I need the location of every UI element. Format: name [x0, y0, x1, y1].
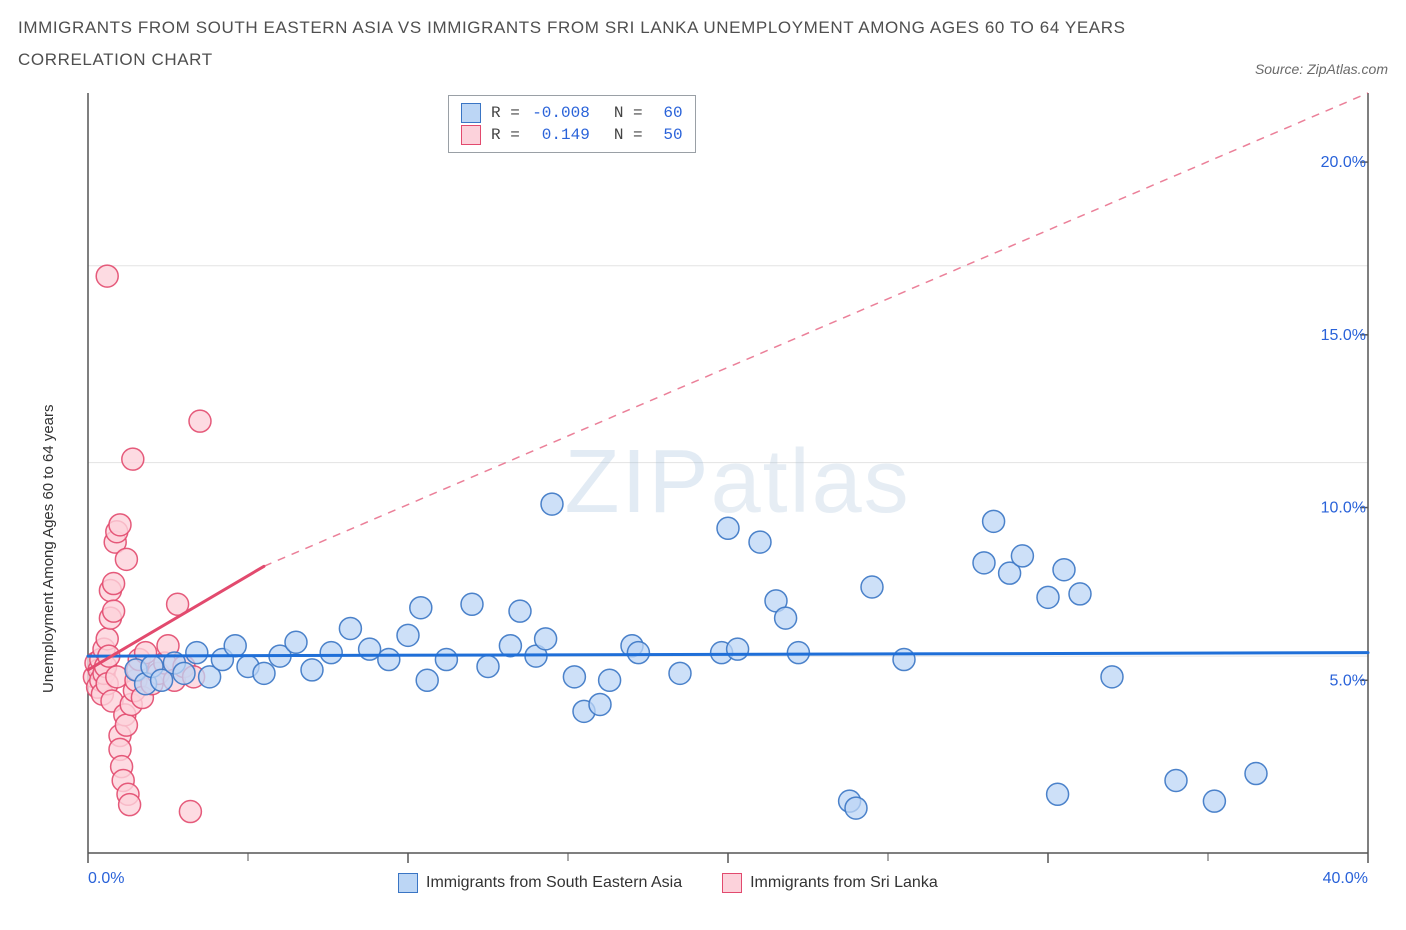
svg-text:10.0%: 10.0% [1321, 499, 1366, 516]
legend-swatch [461, 103, 481, 123]
stat-r-label: R = [491, 102, 520, 124]
chart-svg: 0.0% 40.0% 5.0% 10.0% 15.0% 20.0% [18, 83, 1388, 903]
svg-text:15.0%: 15.0% [1321, 326, 1366, 343]
legend-swatch [398, 873, 418, 893]
svg-text:5.0%: 5.0% [1330, 672, 1366, 689]
title-line2: CORRELATION CHART [18, 44, 1126, 76]
legend-item: Immigrants from Sri Lanka [722, 873, 938, 893]
legend-item: Immigrants from South Eastern Asia [398, 873, 682, 893]
chart-header: IMMIGRANTS FROM SOUTH EASTERN ASIA VS IM… [18, 12, 1388, 77]
series-legend: Immigrants from South Eastern Asia Immigr… [398, 873, 938, 893]
stats-row: R = -0.008 N = 60 [461, 102, 683, 124]
legend-swatch [461, 125, 481, 145]
stats-row: R = 0.149 N = 50 [461, 124, 683, 146]
svg-text:40.0%: 40.0% [1323, 870, 1368, 887]
legend-label: Immigrants from South Eastern Asia [426, 874, 682, 892]
stat-r-value: -0.008 [530, 102, 590, 124]
correlation-chart: 0.0%40.0%5.0%10.0%15.0%20.0% ZIPatlas Un… [18, 83, 1388, 903]
stat-r-label: R = [491, 124, 520, 146]
legend-swatch [722, 873, 742, 893]
stat-n-label: N = [614, 102, 643, 124]
stat-r-value: 0.149 [530, 124, 590, 146]
title-block: IMMIGRANTS FROM SOUTH EASTERN ASIA VS IM… [18, 12, 1126, 77]
source-label: Source: ZipAtlas.com [1255, 61, 1388, 77]
title-line1: IMMIGRANTS FROM SOUTH EASTERN ASIA VS IM… [18, 12, 1126, 44]
legend-label: Immigrants from Sri Lanka [750, 874, 938, 892]
stat-n-value: 50 [653, 124, 683, 146]
y-axis-label: Unemployment Among Ages 60 to 64 years [40, 404, 57, 693]
stats-legend-box: R = -0.008 N = 60 R = 0.149 N = 50 [448, 95, 696, 154]
stat-n-value: 60 [653, 102, 683, 124]
stat-n-label: N = [614, 124, 643, 146]
svg-text:20.0%: 20.0% [1321, 154, 1366, 171]
svg-text:0.0%: 0.0% [88, 870, 124, 887]
